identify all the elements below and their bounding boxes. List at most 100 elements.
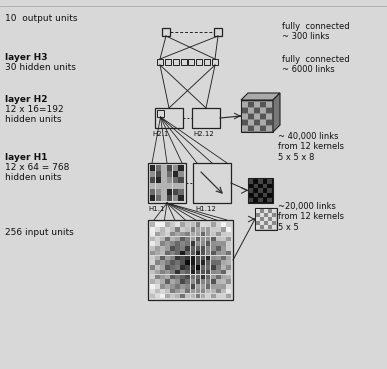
Bar [263,193,267,197]
Bar [211,289,216,293]
Bar [268,221,272,225]
Bar [175,270,180,274]
Bar [180,237,185,241]
Bar [248,125,253,131]
Bar [175,256,180,260]
Bar [180,284,185,289]
Bar [195,256,200,260]
Bar [160,237,165,241]
Bar [190,241,195,246]
Bar [190,289,195,293]
Bar [211,246,216,251]
Text: H2.1: H2.1 [152,131,168,137]
Bar [200,284,205,289]
Bar [200,275,205,279]
Bar [190,232,195,236]
Bar [155,256,160,260]
Bar [205,256,211,260]
Bar [195,227,200,231]
Bar [216,279,221,284]
Bar [200,270,205,274]
Bar [156,165,161,171]
Bar [200,256,205,260]
Bar [260,209,264,213]
Bar [165,279,170,284]
Text: hidden units: hidden units [5,173,62,182]
Bar [173,195,178,201]
Bar [165,237,170,241]
Bar [264,225,268,229]
Bar [156,171,161,177]
Bar [211,270,216,274]
Bar [200,237,205,241]
Bar [180,246,185,251]
Bar [180,251,185,255]
Bar [216,270,221,274]
Bar [160,246,165,251]
Bar [260,217,264,221]
Bar [150,171,155,177]
Bar [150,260,155,265]
Bar [190,265,195,269]
Bar [267,193,272,197]
Bar [226,294,231,298]
Bar [190,256,195,260]
Bar [221,237,226,241]
Bar [190,222,195,227]
Bar [170,284,175,289]
Bar [216,246,221,251]
Bar [167,177,172,183]
Bar [221,246,226,251]
Bar [150,275,155,279]
Bar [266,101,272,107]
Bar [254,114,260,119]
Bar [155,232,160,236]
Bar [165,222,170,227]
Bar [221,265,226,269]
Bar [157,110,164,117]
Bar [170,227,175,231]
Bar [190,270,195,274]
Bar [242,114,248,119]
Bar [185,227,190,231]
Bar [205,294,211,298]
Bar [192,108,220,128]
Bar [226,222,231,227]
Bar [205,275,211,279]
Bar [175,232,180,236]
Bar [185,241,190,246]
Bar [226,275,231,279]
Text: layer H2: layer H2 [5,95,48,104]
Bar [150,256,155,260]
Bar [161,171,167,177]
Bar [150,284,155,289]
Bar [170,265,175,269]
Bar [150,270,155,274]
Bar [216,265,221,269]
Bar [180,279,185,284]
Bar [195,222,200,227]
Bar [165,275,170,279]
Bar [167,183,172,189]
Bar [173,183,178,189]
Bar [216,232,221,236]
Bar [190,294,195,298]
Bar [161,189,167,195]
Bar [161,165,167,171]
Bar [170,279,175,284]
Bar [175,222,180,227]
Bar [173,171,178,177]
Bar [266,107,272,113]
Bar [181,59,187,65]
Bar [185,294,190,298]
Bar [195,260,200,265]
Text: 256 input units: 256 input units [5,228,74,237]
Bar [258,193,262,197]
Bar [173,189,178,195]
Bar [211,265,216,269]
Text: 12 x 16=192: 12 x 16=192 [5,105,63,114]
Bar [260,213,264,217]
Bar [150,246,155,251]
Bar [178,177,184,183]
Bar [254,107,260,113]
